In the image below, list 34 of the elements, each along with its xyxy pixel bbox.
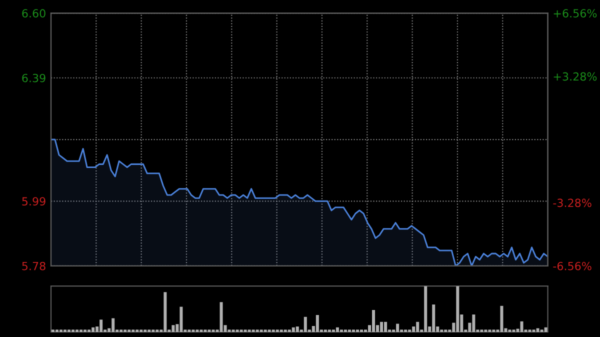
y2-tick-label: +3.28% <box>554 72 597 81</box>
bar <box>416 322 420 332</box>
bar <box>100 320 103 332</box>
bar <box>536 328 540 332</box>
bar <box>456 286 460 332</box>
y-tick-label: 5.78 <box>22 262 46 270</box>
bar <box>544 327 548 332</box>
y2-tick-label: +6.56% <box>554 9 597 18</box>
y-tick-label: 5.99 <box>22 197 46 206</box>
bar <box>292 327 295 332</box>
bar <box>304 316 307 332</box>
bar <box>520 321 524 332</box>
bar <box>384 322 388 332</box>
y-tick-label: 6.60 <box>22 9 46 18</box>
y-tick-label: 6.39 <box>22 74 46 82</box>
bar <box>372 310 376 332</box>
bar <box>500 306 504 332</box>
bar <box>180 306 183 332</box>
bar <box>92 327 95 332</box>
bar <box>472 314 476 332</box>
bar <box>296 326 299 332</box>
bar <box>396 324 400 332</box>
bar <box>412 326 416 332</box>
y2-tick-label: -6.56% <box>553 262 592 270</box>
bar <box>336 327 339 332</box>
bar <box>112 318 115 332</box>
y2-tick-label: -3.28% <box>553 198 592 208</box>
bar <box>316 314 319 332</box>
bar <box>432 304 436 332</box>
bar <box>424 286 428 332</box>
bar <box>220 302 223 332</box>
bar <box>172 325 175 332</box>
bar <box>380 322 384 332</box>
bar <box>164 292 167 332</box>
